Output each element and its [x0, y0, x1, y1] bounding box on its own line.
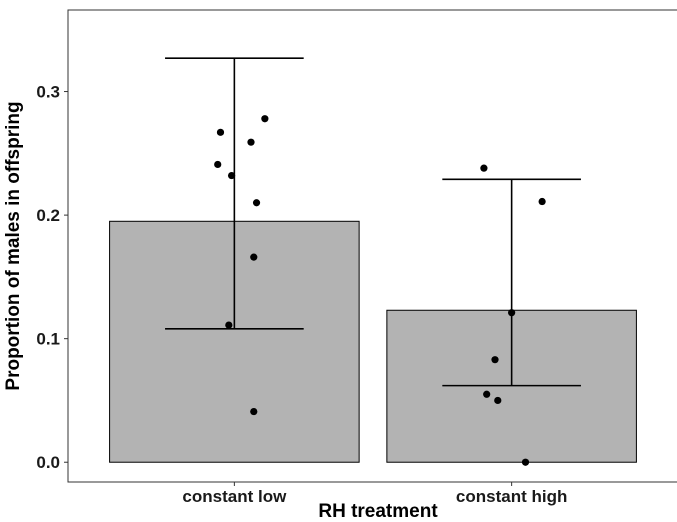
data-point [250, 253, 258, 261]
data-point [508, 309, 516, 317]
data-point [480, 164, 488, 172]
y-tick-label-3: 0.3 [36, 83, 60, 102]
x-axis-title: RH treatment [318, 501, 438, 522]
x-tick-label-0: constant low [182, 487, 287, 506]
data-point [214, 160, 222, 169]
data-point [521, 458, 530, 466]
y-axis-title: Proportion of males in offspring [3, 101, 24, 390]
data-point [494, 396, 502, 405]
data-point [261, 115, 269, 123]
data-point [247, 138, 255, 146]
panel-border [67, 9, 677, 483]
y-tick-label-0: 0.0 [36, 453, 60, 472]
data-point [216, 128, 225, 136]
data-point [538, 197, 546, 206]
data-point [491, 356, 499, 364]
data-point [225, 321, 233, 329]
x-tick-label-1: constant high [456, 487, 567, 506]
data-point [227, 171, 236, 180]
data-point [483, 390, 491, 398]
y-tick-label-1: 0.1 [36, 330, 60, 349]
data-point [250, 407, 258, 416]
data-point [252, 199, 261, 207]
y-tick-label-2: 0.2 [36, 206, 60, 225]
